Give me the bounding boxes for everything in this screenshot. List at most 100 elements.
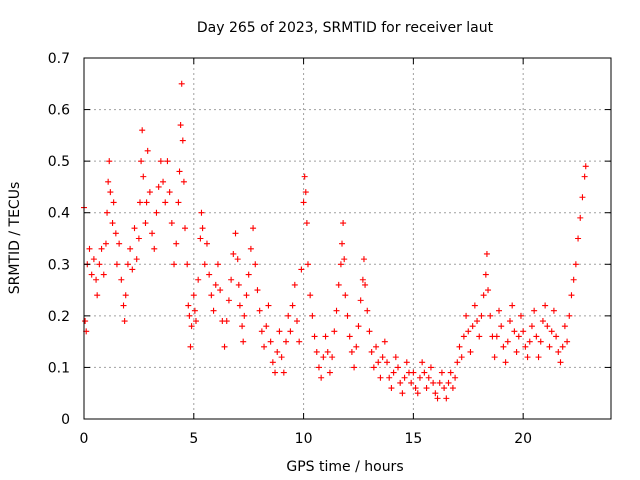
data-point: [201, 261, 208, 268]
data-point: [98, 245, 105, 252]
data-point: [395, 364, 402, 371]
data-point: [498, 323, 505, 330]
data-point: [186, 312, 193, 319]
data-point: [443, 395, 450, 402]
data-point: [140, 173, 147, 180]
data-point: [324, 348, 331, 355]
data-point: [94, 292, 101, 299]
data-point: [434, 395, 441, 402]
data-point: [230, 250, 237, 257]
data-point: [500, 343, 507, 350]
data-point: [120, 302, 127, 309]
data-point: [399, 390, 406, 397]
data-point: [408, 379, 415, 386]
data-point: [293, 318, 300, 325]
data-point: [318, 374, 325, 381]
data-point: [162, 199, 169, 206]
data-point: [303, 220, 310, 227]
data-point: [340, 220, 347, 227]
data-point: [359, 276, 366, 283]
axis-ticks: 0 0.1 0.2 0.3 0.4 0.5 0.6 0.7 0 5 10 15 20: [48, 51, 611, 447]
data-point: [274, 348, 281, 355]
data-point: [412, 385, 419, 392]
data-point: [212, 281, 219, 288]
data-point: [86, 245, 93, 252]
data-point: [151, 245, 158, 252]
data-point: [460, 333, 467, 340]
data-point: [553, 333, 560, 340]
data-point: [447, 369, 454, 376]
data-point: [191, 307, 198, 314]
data-point: [160, 178, 167, 185]
data-point: [116, 240, 123, 247]
data-point: [449, 385, 456, 392]
data-point: [401, 374, 408, 381]
data-point: [362, 281, 369, 288]
data-point: [533, 333, 540, 340]
data-point: [572, 261, 579, 268]
data-point: [118, 276, 125, 283]
data-point: [491, 354, 498, 361]
data-point: [250, 225, 257, 232]
data-point: [102, 240, 109, 247]
data-point: [263, 323, 270, 330]
data-point: [188, 323, 195, 330]
data-point: [287, 328, 294, 335]
data-point: [280, 369, 287, 376]
data-point: [329, 354, 336, 361]
x-tick-label: 15: [404, 431, 422, 447]
data-point: [520, 328, 527, 335]
data-point: [180, 178, 187, 185]
data-point: [360, 256, 367, 263]
y-tick-label: 0.4: [48, 206, 70, 222]
data-point: [452, 374, 459, 381]
data-point: [539, 318, 546, 325]
data-point: [190, 292, 197, 299]
data-point: [568, 292, 575, 299]
data-point: [557, 359, 564, 366]
data-point: [463, 312, 470, 319]
data-point: [121, 318, 128, 325]
y-tick-label: 0.1: [48, 360, 70, 376]
data-point: [179, 137, 186, 144]
data-point: [542, 302, 549, 309]
data-point: [546, 343, 553, 350]
data-point: [112, 230, 119, 237]
data-point: [414, 390, 421, 397]
data-point: [357, 297, 364, 304]
data-point: [157, 158, 164, 165]
data-point: [304, 261, 311, 268]
data-point: [419, 359, 426, 366]
x-tick-label: 10: [295, 431, 313, 447]
data-point: [301, 173, 308, 180]
data-point: [171, 261, 178, 268]
data-point: [109, 220, 116, 227]
data-point: [326, 369, 333, 376]
data-point: [197, 235, 204, 242]
data-point: [423, 385, 430, 392]
data-point: [166, 189, 173, 196]
data-point: [430, 379, 437, 386]
data-point: [261, 343, 268, 350]
data-point: [322, 333, 329, 340]
data-point: [131, 225, 138, 232]
data-point: [176, 168, 183, 175]
data-point: [339, 240, 346, 247]
chart-title: Day 265 of 2023, SRMTID for receiver lau…: [197, 20, 494, 36]
data-point: [482, 271, 489, 278]
data-point: [456, 343, 463, 350]
data-point: [386, 374, 393, 381]
data-point: [217, 287, 224, 294]
data-point: [311, 333, 318, 340]
data-point: [476, 333, 483, 340]
data-point: [136, 199, 143, 206]
data-point: [88, 271, 95, 278]
data-point: [566, 312, 573, 319]
data-point: [243, 292, 250, 299]
data-point: [313, 348, 320, 355]
y-tick-label: 0.2: [48, 309, 70, 325]
data-point: [377, 374, 384, 381]
data-point: [346, 333, 353, 340]
data-point: [235, 281, 242, 288]
data-point: [192, 318, 199, 325]
